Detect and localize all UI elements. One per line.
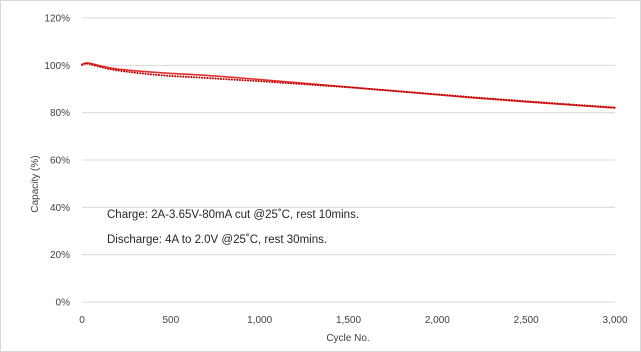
series-line-2 <box>81 62 616 109</box>
y-tick-label: 100% <box>44 61 70 72</box>
x-tick-label: 500 <box>162 315 179 326</box>
x-axis-ticks: 0 500 1,000 1,500 2,000 2,500 3,000 <box>79 315 628 326</box>
x-tick-label: 1,000 <box>247 315 272 326</box>
annotation-charge: Charge: 2A-3.65V-80mA cut @25˚C, rest 10… <box>107 209 359 221</box>
gridlines <box>82 17 615 303</box>
y-axis-title: Capacity (%) <box>30 155 41 212</box>
series-group <box>81 62 616 109</box>
x-axis-title: Cycle No. <box>326 333 369 344</box>
x-tick-label: 3,000 <box>602 315 627 326</box>
y-tick-label: 0% <box>56 298 71 309</box>
y-tick-label: 20% <box>50 250 70 261</box>
series-line-1 <box>81 62 616 109</box>
y-axis-ticks: 0% 20% 40% 60% 80% 100% 120% <box>44 14 70 309</box>
annotation-discharge: Discharge: 4A to 2.0V @25˚C, rest 30mins… <box>107 234 327 246</box>
y-tick-label: 120% <box>44 14 70 25</box>
x-tick-label: 2,500 <box>514 315 539 326</box>
x-tick-label: 2,000 <box>425 315 450 326</box>
x-tick-label: 1,500 <box>336 315 361 326</box>
y-tick-label: 60% <box>50 156 70 167</box>
y-tick-label: 40% <box>50 203 70 214</box>
y-tick-label: 80% <box>50 108 70 119</box>
x-tick-label: 0 <box>79 315 85 326</box>
